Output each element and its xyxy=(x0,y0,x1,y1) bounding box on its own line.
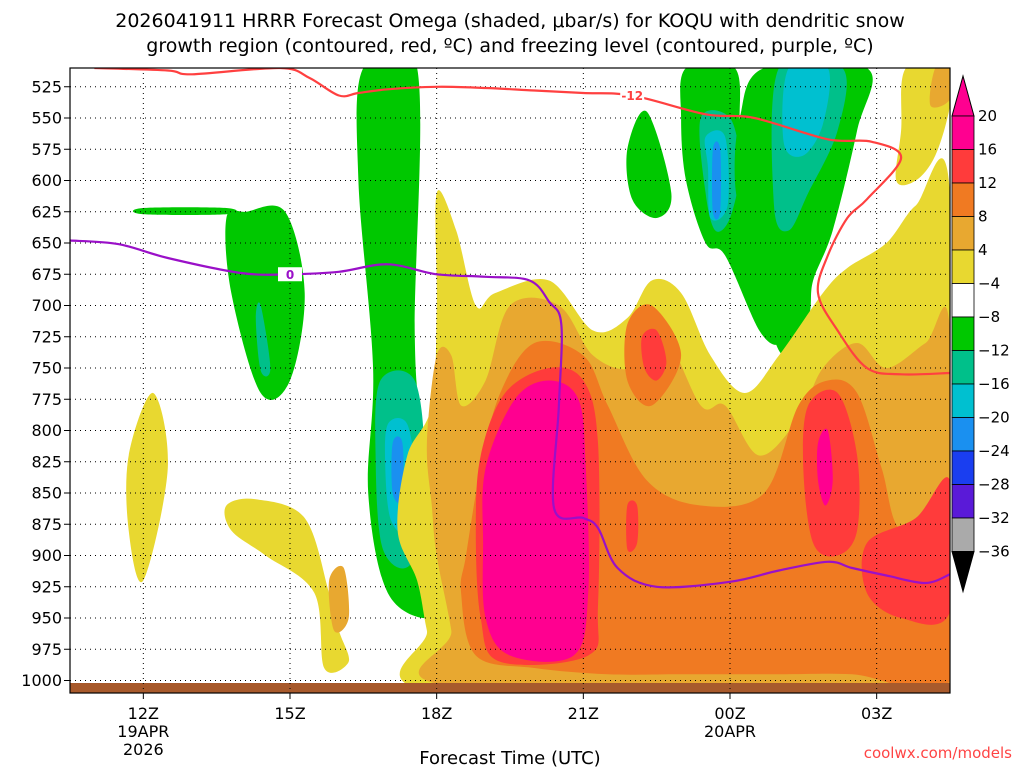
colorbar-segment xyxy=(951,350,975,385)
dgz-contour xyxy=(94,68,950,376)
y-tick-label: 550 xyxy=(31,109,62,128)
colorbar-label: −28 xyxy=(978,476,1010,494)
y-tick-label: 600 xyxy=(31,171,62,190)
y-tick-label: 900 xyxy=(31,546,62,565)
y-tick-label: 625 xyxy=(31,202,62,221)
y-tick-label: 700 xyxy=(31,296,62,315)
y-tick-label: 875 xyxy=(31,515,62,534)
colorbar-label: −16 xyxy=(978,375,1010,393)
x-axis-title: Forecast Time (UTC) xyxy=(419,748,600,768)
credit-text[interactable]: coolwx.com/models xyxy=(864,744,1012,762)
freezing-level-contour-label: 0 xyxy=(286,268,294,282)
omega-region-14 xyxy=(782,68,831,157)
omega-region-18 xyxy=(126,392,168,583)
y-tick-label: 950 xyxy=(31,609,62,628)
y-tick-label: 850 xyxy=(31,484,62,503)
colorbar-segment xyxy=(951,450,975,485)
omega-region-27 xyxy=(861,477,950,625)
chart-title-line-2: growth region (contoured, red, ºC) and f… xyxy=(146,35,873,57)
colorbar-label: −24 xyxy=(978,442,1010,460)
omega-region-7 xyxy=(626,110,672,219)
y-tick-label: 825 xyxy=(31,452,62,471)
omega-region-1 xyxy=(132,207,237,216)
x-tick-label: 18Z xyxy=(421,704,452,723)
colorbar-top-arrow xyxy=(951,74,975,117)
y-tick-label: 800 xyxy=(31,421,62,440)
x-tick-year: 2026 xyxy=(123,740,164,759)
omega-region-29 xyxy=(626,500,639,553)
omega-region-0 xyxy=(225,205,305,400)
y-tick-label: 575 xyxy=(31,140,62,159)
y-tick-label: 1000 xyxy=(21,671,62,690)
y-tick-label: 975 xyxy=(31,640,62,659)
colorbar-segment xyxy=(951,283,975,318)
colorbar-label: 16 xyxy=(978,141,997,159)
omega-region-20 xyxy=(328,565,350,633)
colorbar-segment xyxy=(951,249,975,284)
colorbar-segment xyxy=(951,417,975,452)
colorbar-segment xyxy=(951,115,975,150)
ground-strip xyxy=(70,683,950,693)
x-tick-date: 20APR xyxy=(704,722,756,741)
y-tick-label: 675 xyxy=(31,265,62,284)
x-tick-label: 12Z xyxy=(128,704,159,723)
colorbar-segment xyxy=(951,484,975,519)
y-tick-label: 650 xyxy=(31,234,62,253)
y-tick-label: 750 xyxy=(31,359,62,378)
omega-region-19 xyxy=(224,498,350,673)
contour-lines: -12 0 xyxy=(70,68,950,589)
colorbar-label: −20 xyxy=(978,409,1010,427)
y-tick-label: 775 xyxy=(31,390,62,409)
colorbar-segment xyxy=(951,316,975,351)
omega-region-6 xyxy=(391,436,404,504)
dgz-contour-label: -12 xyxy=(621,89,643,103)
y-tick-label: 525 xyxy=(31,77,62,96)
colorbar-segment xyxy=(951,182,975,217)
axes: 525 550 575 600 625 650 675 700 725 750 775 800 825 8… xyxy=(21,67,951,759)
colorbar-label: 12 xyxy=(978,174,997,192)
x-tick-label: 21Z xyxy=(568,704,599,723)
omega-region-2 xyxy=(255,302,271,377)
colorbar-segment xyxy=(951,216,975,251)
colorbar: 20 16 12 8 4 −4 −8 −12 −16 −20 −24 −28 −32 −36 xyxy=(951,74,1010,594)
x-tick-label: 00Z xyxy=(714,704,745,723)
omega-region-30 xyxy=(482,380,589,662)
colorbar-segment xyxy=(951,149,975,184)
freezing-level-contour-label-bg xyxy=(278,267,302,282)
colorbar-label: −8 xyxy=(978,308,1000,326)
gridlines xyxy=(70,68,950,693)
x-tick-label: 15Z xyxy=(274,704,305,723)
y-tick-label: 925 xyxy=(31,577,62,596)
colorbar-label: 20 xyxy=(978,107,997,125)
x-tick-label: 03Z xyxy=(861,704,892,723)
colorbar-label: −32 xyxy=(978,509,1010,527)
omega-region-31 xyxy=(816,428,833,506)
colorbar-segment xyxy=(951,383,975,418)
colorbar-segment xyxy=(951,517,975,552)
colorbar-bottom-arrow xyxy=(951,551,975,594)
colorbar-label: −12 xyxy=(978,342,1010,360)
omega-region-17 xyxy=(929,68,950,108)
colorbar-label: −4 xyxy=(978,275,1000,293)
x-tick-date: 19APR xyxy=(117,722,169,741)
colorbar-label: 8 xyxy=(978,208,988,226)
plot-frame xyxy=(69,67,951,694)
omega-region-11 xyxy=(712,141,722,220)
y-tick-label: 725 xyxy=(31,327,62,346)
dgz-contour-label-bg xyxy=(620,88,645,103)
colorbar-label: −36 xyxy=(978,543,1010,561)
colorbar-label: 4 xyxy=(978,241,988,259)
chart-title-line-1: 2026041911 HRRR Forecast Omega (shaded, … xyxy=(115,10,904,32)
